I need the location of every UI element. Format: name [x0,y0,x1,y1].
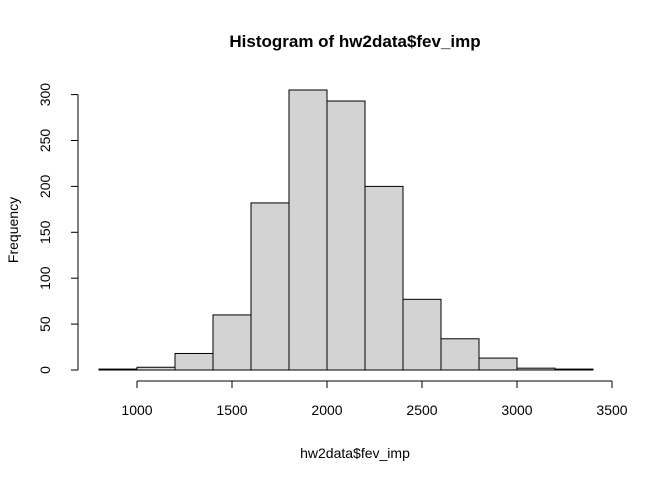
y-tick-label-3: 150 [37,220,53,244]
y-axis: 0 50 100 150 200 250 300 [37,83,79,374]
histogram-bar-9 [440,338,480,371]
x-tick-label-0: 1000 [121,402,152,418]
histogram-bar-5 [288,89,328,371]
histogram-bar-6 [326,100,366,371]
histogram-bar-8 [402,298,442,371]
x-tick-label-2: 2000 [311,402,342,418]
y-tick-label-5: 250 [37,129,53,153]
x-axis: 1000 1500 2000 2500 3000 3500 [121,380,628,418]
chart-title: Histogram of hw2data$fev_imp [229,32,480,51]
x-tick-label-3: 2500 [406,402,437,418]
x-tick-label-5: 3500 [596,402,627,418]
x-tick-label-1: 1500 [216,402,247,418]
y-tick-label-6: 300 [37,83,53,107]
y-tick-label-4: 200 [37,175,53,199]
y-tick-label-2: 100 [37,266,53,290]
y-axis-label: Frequency [5,197,21,263]
histogram-bar-7 [364,185,404,371]
histogram-bar-10 [478,357,518,371]
x-tick-label-4: 3000 [501,402,532,418]
histogram-bar-4 [250,202,290,371]
x-axis-label: hw2data$fev_imp [300,445,410,461]
bars-layer [98,89,594,371]
histogram-bar-2 [174,352,214,371]
histogram-bar-1 [136,366,176,371]
histogram-bar-3 [212,314,252,371]
histogram-bar-11 [516,367,556,371]
y-tick-label-0: 0 [37,366,53,374]
y-tick-label-1: 50 [37,316,53,332]
histogram-bar-0 [98,368,138,371]
histogram-bar-12 [554,368,594,371]
